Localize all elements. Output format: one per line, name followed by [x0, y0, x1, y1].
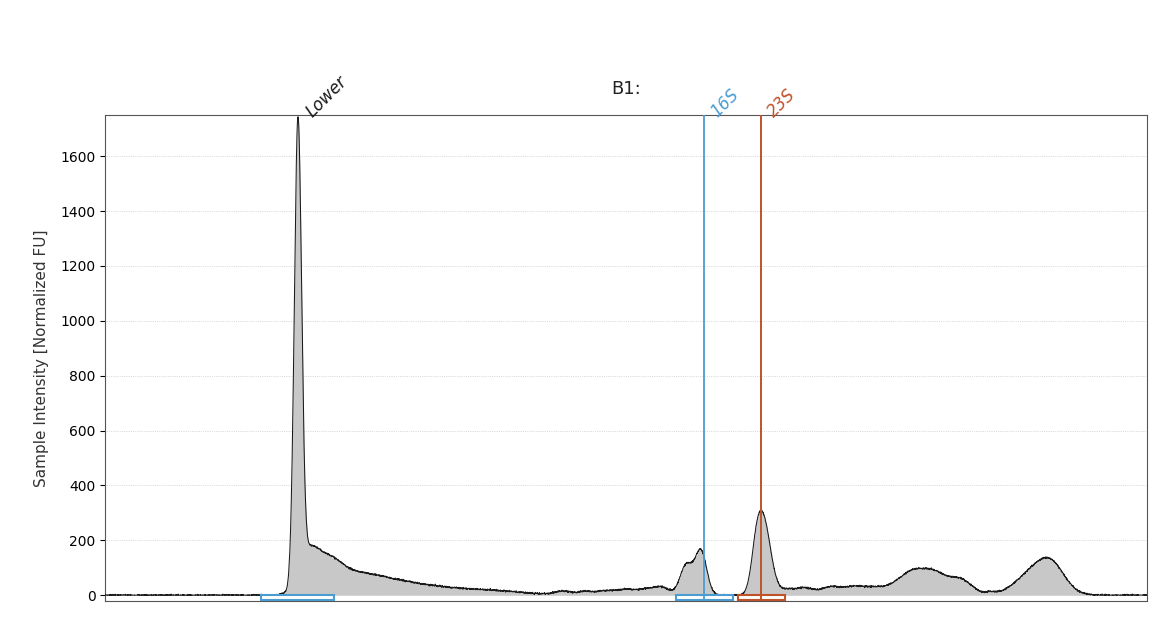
Text: Lower: Lower	[303, 72, 351, 121]
Bar	[738, 595, 785, 600]
Text: 23S: 23S	[764, 86, 799, 121]
Y-axis label: Sample Intensity [Normalized FU]: Sample Intensity [Normalized FU]	[34, 229, 49, 486]
Title: B1:: B1:	[611, 80, 641, 98]
Text: 16S: 16S	[707, 86, 742, 121]
Bar	[262, 595, 335, 600]
Bar	[676, 595, 734, 600]
